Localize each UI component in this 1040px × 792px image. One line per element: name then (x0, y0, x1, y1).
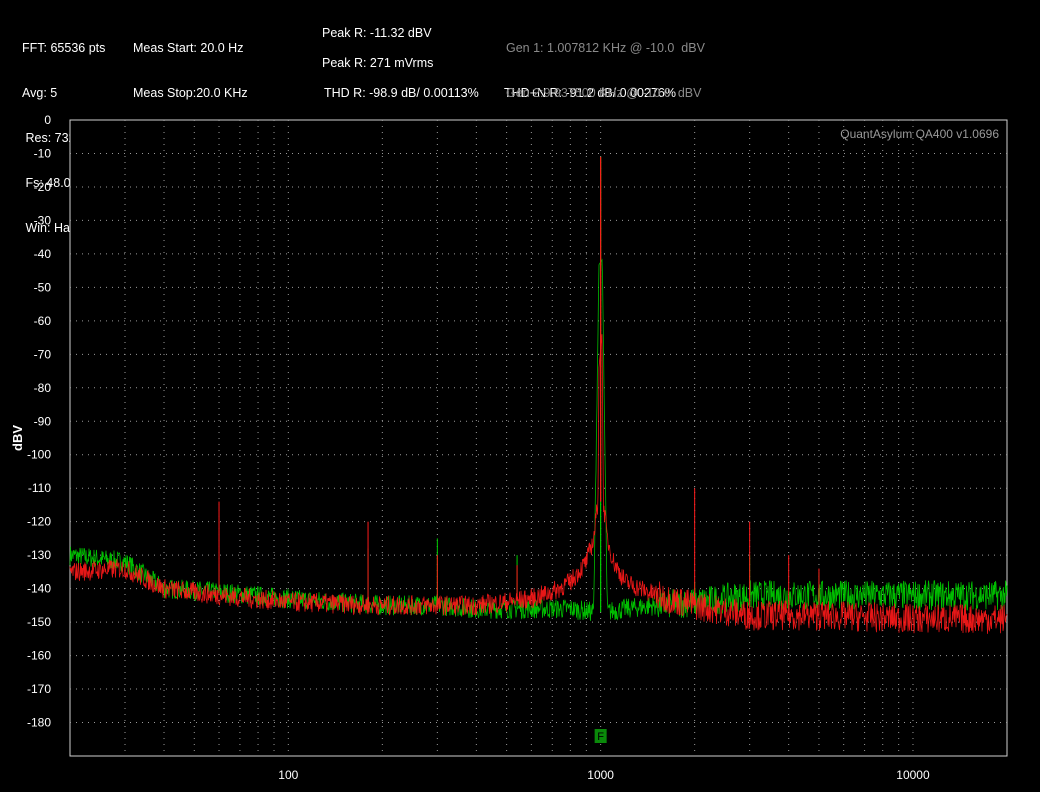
y-tick-label: -70 (34, 347, 52, 361)
y-axis-label: dBV (10, 425, 25, 451)
series-trace (69, 334, 1008, 634)
y-axis-ticks: 0 -10 -20 -30 -40 -50 -60 -70 -80 -90 -100 -110 -120… (27, 113, 51, 730)
y-tick-label: -40 (34, 247, 52, 261)
series-red (69, 156, 1008, 634)
y-tick-label: 0 (44, 113, 51, 127)
y-tick-label: -80 (34, 381, 52, 395)
y-tick-label: -100 (27, 448, 51, 462)
y-tick-label: -20 (34, 180, 52, 194)
fft-info-line: FFT: 65536 pts (22, 41, 106, 55)
y-tick-label: -180 (27, 716, 51, 730)
frequency-marker[interactable]: F (594, 729, 607, 743)
y-tick-label: -140 (27, 582, 51, 596)
watermark: QuantAsylum QA400 v1.0696 (840, 127, 999, 141)
fft-info-line: Avg: 5 (22, 86, 58, 100)
y-tick-label: -130 (27, 548, 51, 562)
marker-label: F (597, 731, 604, 743)
y-tick-label: -10 (34, 146, 52, 160)
y-tick-label: -50 (34, 280, 52, 294)
y-tick-label: -160 (27, 649, 51, 663)
peak-dbv: Peak R: -11.32 dBV (322, 26, 432, 40)
meas-range: Meas Start: 20.0 Hz Meas Stop:20.0 KHz (133, 11, 248, 116)
x-tick-label: 100 (278, 768, 298, 782)
y-tick-label: -90 (34, 414, 52, 428)
gen1-readout: Gen 1: 1.007812 KHz @ -10.0 dBV (506, 41, 705, 55)
y-tick-label: -30 (34, 213, 52, 227)
x-tick-label: 1000 (587, 768, 614, 782)
y-tick-label: -110 (28, 481, 51, 495)
y-tick-label: -120 (27, 515, 51, 529)
y-tick-label: -60 (34, 314, 52, 328)
thdn-readout: THD+N R: -91.2 dB/ 0.00276% (504, 86, 676, 100)
x-axis-ticks: 100 1000 10000 (278, 768, 930, 782)
plot-area[interactable] (69, 119, 1008, 757)
meas-start: Meas Start: 20.0 Hz (133, 41, 244, 55)
peak-rms: Peak R: 271 mVrms (322, 56, 434, 70)
marker-box[interactable] (594, 729, 607, 743)
y-tick-label: -150 (27, 615, 51, 629)
thd-readout: THD R: -98.9 dB/ 0.00113% (324, 86, 479, 100)
x-tick-label: 10000 (896, 768, 930, 782)
meas-stop: Meas Stop:20.0 KHz (133, 86, 248, 100)
gen2-readout: Gen 2:9.937500 KHz @ -10.0 dBV (506, 86, 702, 100)
y-tick-label: -170 (27, 682, 51, 696)
generator-info: Gen 1: 1.007812 KHz @ -10.0 dBV Gen 2:9.… (506, 11, 705, 116)
grid-lines (70, 120, 1007, 756)
series-layer (69, 156, 1008, 634)
